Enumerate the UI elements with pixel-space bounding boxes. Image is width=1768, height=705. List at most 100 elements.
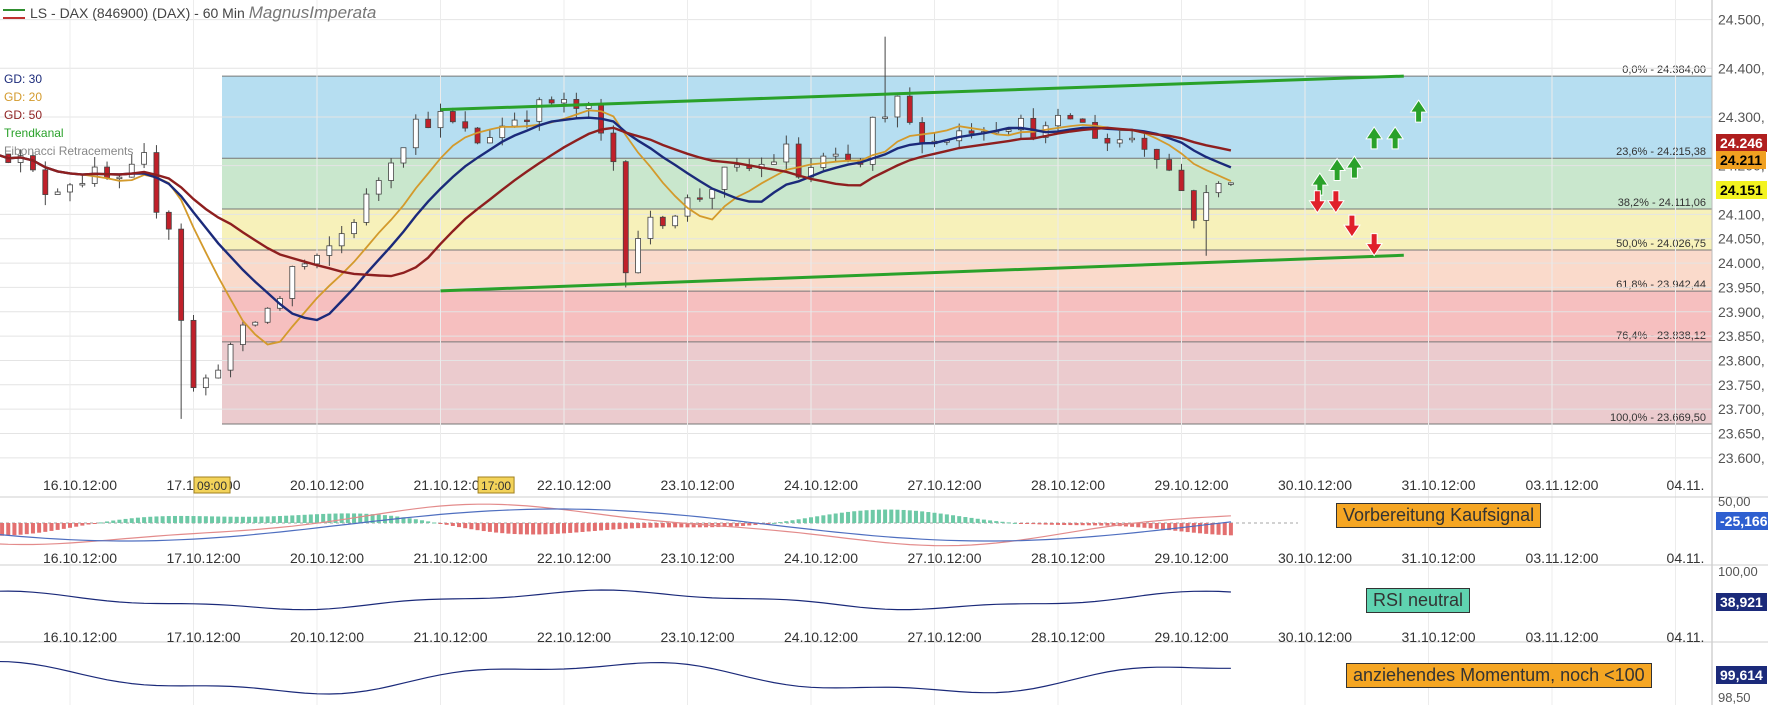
- candle-body[interactable]: [696, 197, 703, 200]
- candle-body[interactable]: [301, 263, 308, 267]
- candle-body[interactable]: [882, 116, 888, 119]
- candle-body[interactable]: [449, 111, 456, 123]
- legend-item[interactable]: GD: 30: [4, 72, 43, 86]
- candle-body[interactable]: [1104, 137, 1111, 144]
- y-tick-label: 24.050,: [1718, 231, 1765, 247]
- candle-body[interactable]: [1203, 192, 1210, 221]
- candle-body[interactable]: [1228, 182, 1234, 185]
- candle-body[interactable]: [1190, 190, 1197, 221]
- candle-body[interactable]: [795, 143, 802, 178]
- candle-body[interactable]: [104, 166, 110, 179]
- candle-body[interactable]: [672, 215, 679, 227]
- candle-body[interactable]: [906, 95, 913, 123]
- candle-body[interactable]: [67, 184, 73, 193]
- chart-type-icon: [3, 9, 25, 20]
- macd-histogram-bar: [43, 523, 48, 532]
- candle-body[interactable]: [548, 99, 555, 104]
- candle-body[interactable]: [190, 319, 197, 389]
- candle-body[interactable]: [79, 183, 86, 186]
- candle-body[interactable]: [1153, 148, 1160, 160]
- candle-body[interactable]: [141, 152, 148, 165]
- legend-item[interactable]: Trendkanal: [4, 126, 64, 140]
- candle-body[interactable]: [326, 245, 333, 256]
- candle-body[interactable]: [536, 99, 543, 122]
- candle-body[interactable]: [486, 137, 493, 144]
- candle-body[interactable]: [832, 153, 839, 157]
- candle-body[interactable]: [721, 166, 728, 190]
- candle-body[interactable]: [968, 130, 975, 134]
- candle-body[interactable]: [622, 161, 629, 274]
- candle-body[interactable]: [400, 147, 407, 164]
- candle-body[interactable]: [561, 99, 567, 104]
- macd-histogram-bar: [290, 515, 295, 523]
- candle-body[interactable]: [1055, 114, 1061, 127]
- candle-body[interactable]: [165, 211, 172, 230]
- macd-histogram-bar: [1000, 521, 1005, 523]
- candle-body[interactable]: [783, 143, 790, 163]
- candle-body[interactable]: [734, 164, 740, 168]
- candle-body[interactable]: [1079, 118, 1086, 123]
- candle-body[interactable]: [239, 324, 246, 345]
- macd-x-tick-label: 28.10.12:00: [1031, 550, 1105, 566]
- candle-body[interactable]: [659, 216, 666, 227]
- legend-item[interactable]: Fibonacci Retracements: [4, 144, 134, 158]
- macd-histogram-bar: [80, 523, 85, 526]
- candle-body[interactable]: [474, 127, 481, 144]
- legend-item[interactable]: GD: 50: [4, 108, 43, 122]
- candle-body[interactable]: [869, 116, 876, 165]
- candle-body[interactable]: [153, 152, 160, 213]
- candle-body[interactable]: [919, 122, 926, 145]
- candle-body[interactable]: [1178, 169, 1185, 192]
- candle-body[interactable]: [1141, 137, 1148, 150]
- candle-body[interactable]: [1215, 183, 1222, 194]
- macd-histogram-bar: [68, 523, 72, 528]
- candle-body[interactable]: [1092, 121, 1098, 139]
- candle-body[interactable]: [845, 153, 851, 161]
- candle-body[interactable]: [338, 233, 345, 247]
- candle-body[interactable]: [1018, 117, 1024, 131]
- candle-body[interactable]: [388, 162, 395, 181]
- candle-body[interactable]: [289, 266, 296, 299]
- macd-histogram-bar: [765, 523, 770, 524]
- candle-body[interactable]: [1116, 139, 1123, 144]
- macd-histogram-bar: [1111, 523, 1116, 526]
- candle-body[interactable]: [128, 163, 135, 178]
- candle-body[interactable]: [524, 119, 530, 122]
- candle-body[interactable]: [178, 228, 185, 321]
- candle-body[interactable]: [820, 155, 827, 168]
- candle-body[interactable]: [202, 377, 209, 389]
- candle-body[interactable]: [771, 161, 777, 165]
- candle-body[interactable]: [363, 193, 370, 223]
- candle-body[interactable]: [647, 216, 654, 239]
- candle-body[interactable]: [1030, 117, 1037, 138]
- candle-body[interactable]: [252, 321, 259, 326]
- candle-body[interactable]: [412, 118, 419, 149]
- candle-body[interactable]: [314, 254, 320, 265]
- candle-body[interactable]: [1067, 114, 1074, 120]
- trendchannel-lower-line[interactable]: [440, 253, 1404, 293]
- candle-body[interactable]: [215, 369, 222, 379]
- candle-body[interactable]: [375, 180, 382, 195]
- candle-body[interactable]: [462, 121, 469, 129]
- macd-histogram-bar: [969, 517, 974, 523]
- candle-body[interactable]: [54, 191, 61, 195]
- legend-item[interactable]: GD: 20: [4, 90, 43, 104]
- candle-body[interactable]: [635, 238, 641, 274]
- candle-body[interactable]: [264, 307, 271, 323]
- candle-body[interactable]: [1005, 129, 1012, 132]
- candle-body[interactable]: [227, 344, 234, 371]
- candle-body[interactable]: [42, 169, 49, 195]
- candle-body[interactable]: [1166, 159, 1173, 171]
- candle-body[interactable]: [1129, 137, 1135, 141]
- candle-body[interactable]: [894, 95, 901, 118]
- trendchannel-upper-line[interactable]: [440, 74, 1404, 112]
- candle-body[interactable]: [437, 111, 444, 129]
- candle-body[interactable]: [511, 119, 518, 127]
- candle-body[interactable]: [709, 189, 716, 199]
- ma-gd20-line: [0, 109, 1232, 346]
- candle-body[interactable]: [610, 132, 617, 163]
- candle-body[interactable]: [425, 118, 432, 129]
- candle-body[interactable]: [116, 176, 123, 180]
- candle-body[interactable]: [351, 222, 357, 235]
